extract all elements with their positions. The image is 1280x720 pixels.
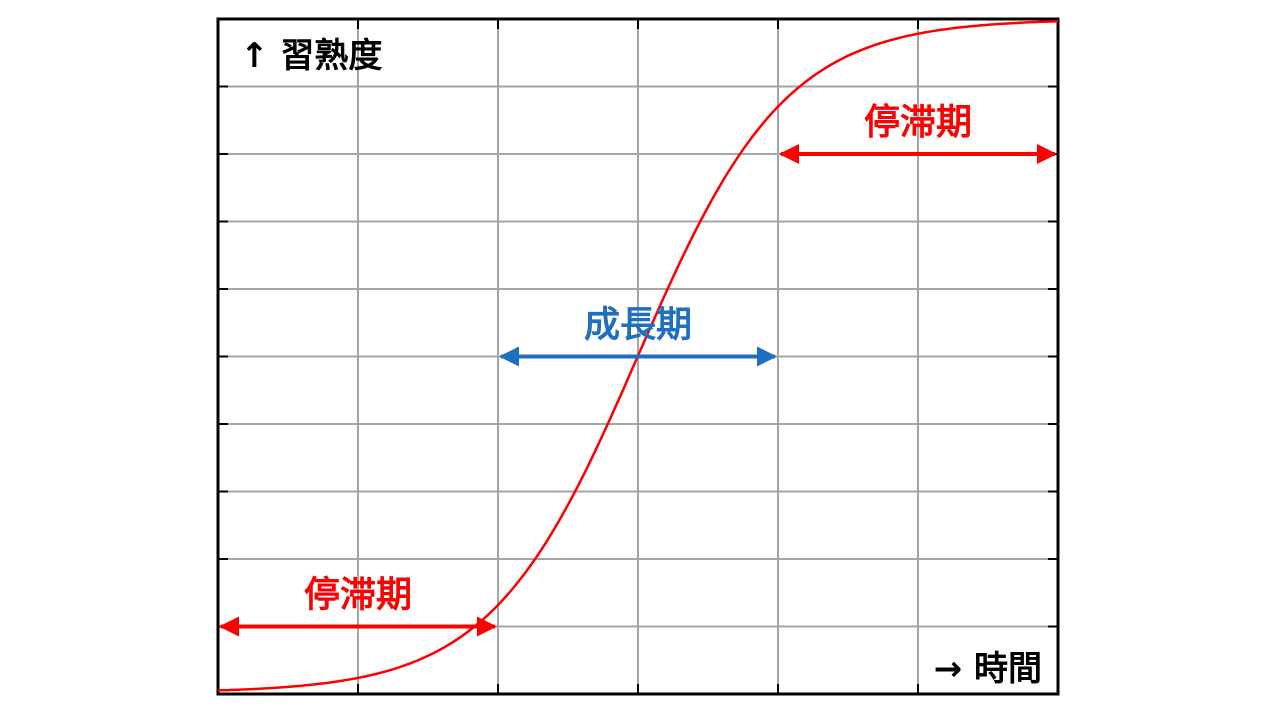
growth-label: 成長期 xyxy=(584,305,692,346)
x-axis-label: → 時間 xyxy=(934,649,1042,689)
y-axis-label: ↑ 習熟度 xyxy=(240,36,382,76)
plot-frame xyxy=(216,17,1060,696)
stagnation_late-label: 停滞期 xyxy=(864,102,972,143)
stagnation_early-label: 停滞期 xyxy=(304,575,412,616)
